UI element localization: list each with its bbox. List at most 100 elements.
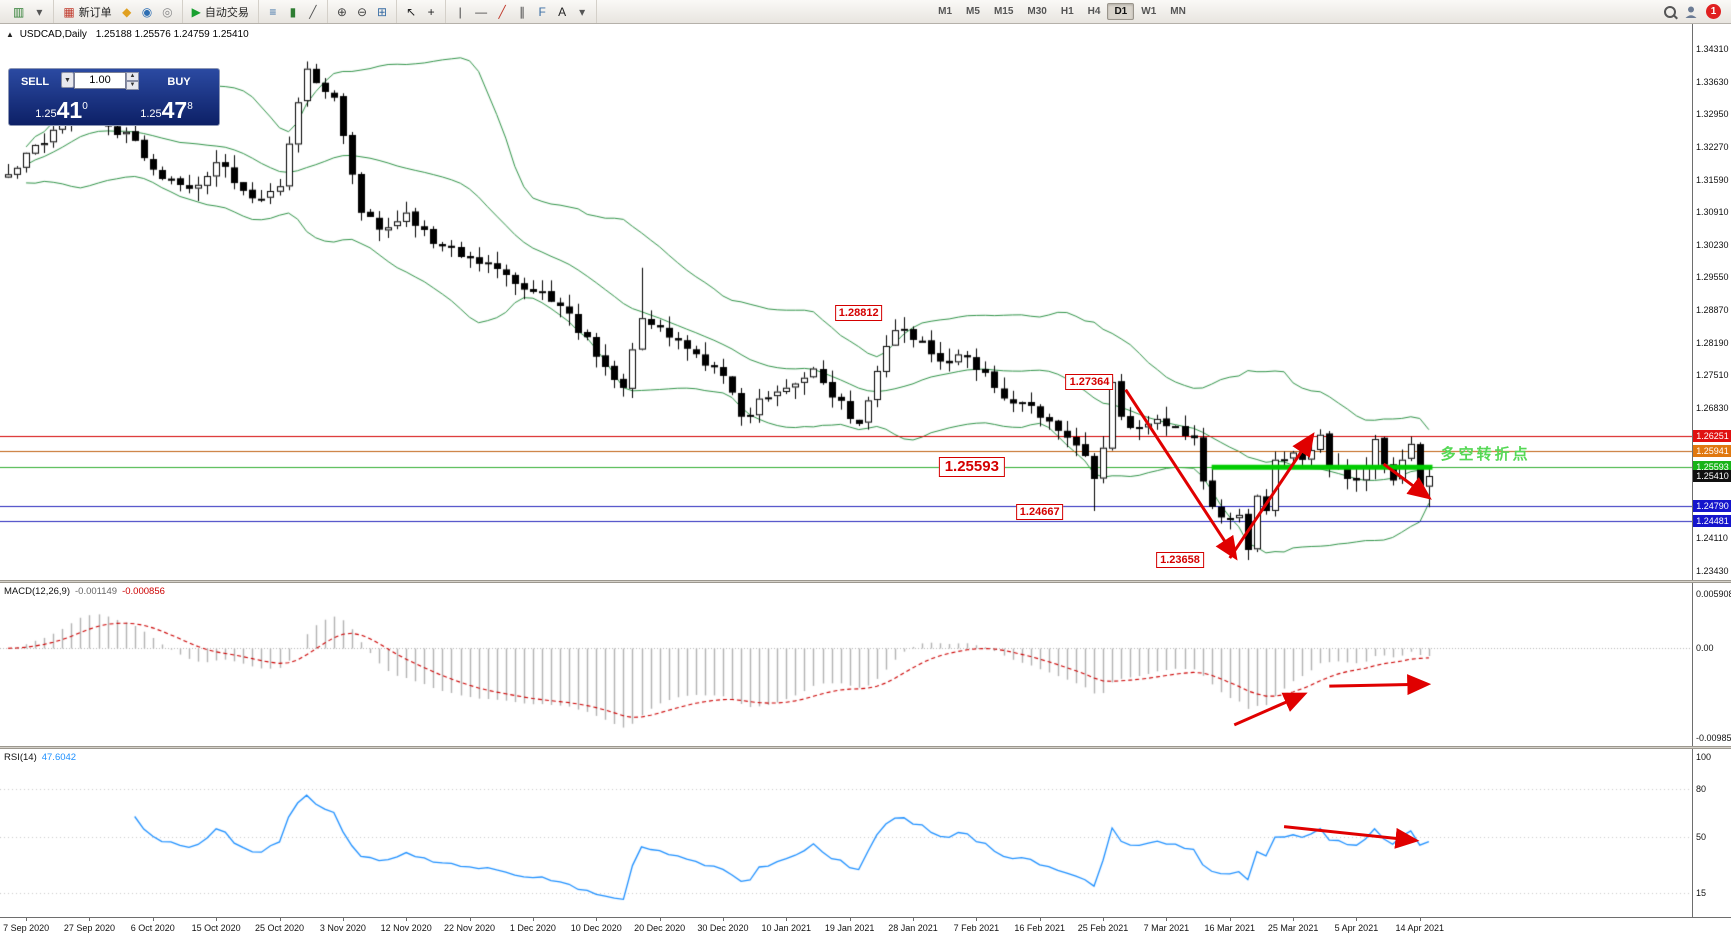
autotrade-button[interactable]: ▶ 自动交易 — [187, 2, 254, 22]
rsi-axis[interactable]: 100 80 50 15 — [1692, 749, 1731, 917]
zoom-out-icon[interactable]: ⊖ — [352, 2, 372, 22]
macd-signal-value: -0.000856 — [122, 586, 165, 597]
price-tick: 1.32950 — [1696, 109, 1729, 120]
rsi-tick: 100 — [1696, 752, 1712, 762]
line-chart-icon[interactable]: ╱ — [303, 2, 323, 22]
timeframe-mn[interactable]: MN — [1170, 6, 1186, 17]
new-order-button[interactable]: ▦ 新订单 — [58, 2, 116, 22]
crosshair-icon: + — [427, 4, 435, 19]
timeframe-h4[interactable]: H4 — [1087, 6, 1101, 17]
price-callout[interactable]: 1.27364 — [1065, 374, 1114, 391]
current-price-tag: 1.25410 — [1693, 470, 1731, 482]
trade-options-dropdown[interactable]: ▼ — [61, 72, 74, 88]
time-tick: 1 Dec 2020 — [509, 923, 556, 933]
zoom-group: ⊕ ⊖ ⊞ — [328, 0, 398, 23]
lot-spinner[interactable]: ▲ ▼ — [126, 71, 139, 90]
time-tick: 12 Nov 2020 — [380, 923, 432, 933]
timeframe-m5[interactable]: M5 — [966, 6, 980, 17]
bar-chart-icon[interactable]: ≡ — [263, 2, 283, 22]
price-tick: 1.34310 — [1696, 44, 1729, 54]
time-tick: 15 Oct 2020 — [191, 923, 241, 933]
shapes-dropdown-icon: ▾ — [579, 4, 586, 19]
notification-badge[interactable]: 1 — [1706, 4, 1721, 19]
macd-canvas[interactable] — [0, 583, 1692, 746]
timeframe-h1[interactable]: H1 — [1060, 6, 1074, 17]
zoom-in-icon[interactable]: ⊕ — [332, 2, 352, 22]
profiles-dropdown-icon[interactable]: ▾ — [29, 2, 49, 22]
price-tick: 1.23430 — [1696, 566, 1729, 576]
timeframe-d1[interactable]: D1 — [1107, 3, 1135, 20]
text-tool-icon[interactable]: A — [552, 2, 572, 22]
trendline-icon: ╱ — [498, 4, 506, 19]
refresh-icon[interactable]: ◎ — [157, 2, 177, 22]
bar-chart-icon: ≡ — [269, 4, 277, 19]
vertical-line-icon[interactable]: | — [450, 2, 470, 22]
buy-price-button[interactable]: 1.25 47 8 — [114, 91, 219, 125]
price-callout[interactable]: 1.28812 — [834, 304, 883, 321]
price-axis[interactable]: 1.34310 1.33630 1.32950 1.32270 1.31590 1.309… — [1692, 24, 1731, 580]
candlestick-chart-icon: ▮ — [289, 4, 297, 19]
bull-bear-turning-point-note[interactable]: 多空转折点 — [1440, 446, 1531, 464]
main-chart-canvas[interactable] — [0, 24, 1692, 580]
community-icon[interactable]: ◉ — [137, 2, 157, 22]
time-tick: 10 Dec 2020 — [570, 923, 622, 933]
price-callout[interactable]: 1.23658 — [1156, 552, 1204, 569]
time-tick-mark — [1229, 918, 1231, 921]
trendline-icon[interactable]: ╱ — [492, 2, 512, 22]
new-order-button-label: 新订单 — [78, 6, 112, 19]
timeframe-w1[interactable]: W1 — [1141, 6, 1157, 17]
time-axis[interactable]: 7 Sep 2020 27 Sep 2020 6 Oct 2020 15 Oct 20… — [0, 917, 1731, 940]
cursor-icon[interactable]: ↖ — [401, 2, 421, 22]
shapes-dropdown-icon[interactable]: ▾ — [572, 2, 592, 22]
time-tick-mark — [1103, 918, 1105, 921]
timeframe-m30[interactable]: M30 — [1027, 6, 1047, 17]
time-tick-mark — [342, 918, 344, 921]
horizontal-line-icon[interactable]: — — [470, 2, 492, 22]
mql5-market-icon[interactable]: ◆ — [117, 2, 137, 22]
new-chart-icon[interactable]: ▥ — [8, 2, 29, 22]
time-tick-mark — [786, 918, 788, 921]
price-tick: 1.31590 — [1696, 174, 1729, 185]
tile-windows-icon[interactable]: ⊞ — [372, 2, 392, 22]
line-chart-icon: ╱ — [309, 4, 317, 19]
price-tick: 1.26830 — [1696, 402, 1729, 413]
sell-price-big: 41 — [56, 97, 83, 123]
order-group: ▦ 新订单 ◆ ◉ ◎ — [54, 0, 183, 23]
sell-button[interactable]: SELL — [20, 75, 50, 88]
time-tick-mark — [152, 918, 154, 921]
horizontal-line-icon: — — [475, 4, 488, 19]
time-tick: 20 Dec 2020 — [634, 923, 686, 933]
top-toolbar: ▥ ▾ ▦ 新订单 ◆ ◉ ◎ ▶ 自动交易 ≡ ▮ ╱ ⊕ ⊖ ⊞ ↖ + | — ╱ ∥ F A ▾ M1 M5 M15 M30 H… — [0, 0, 1731, 24]
lot-size-input[interactable] — [74, 71, 126, 89]
pane-divider[interactable] — [0, 746, 1731, 749]
crosshair-icon[interactable]: + — [421, 2, 441, 22]
macd-axis-zero: 0.00 — [1696, 643, 1714, 654]
pane-divider[interactable] — [0, 580, 1731, 583]
account-icon[interactable] — [1684, 5, 1698, 19]
timeframe-m1[interactable]: M1 — [938, 6, 953, 17]
one-click-toggle-icon[interactable]: ▲ — [6, 30, 14, 39]
timeframe-group: M1 M5 M15 M30 H1 H4 D1 W1 MN — [927, 0, 1197, 23]
macd-axis[interactable]: 0.005908 0.00 -0.009851 — [1692, 583, 1731, 746]
time-tick-mark — [1039, 918, 1041, 921]
channel-icon: ∥ — [519, 4, 526, 19]
new-chart-icon: ▥ — [13, 4, 25, 19]
buy-button[interactable]: BUY — [167, 75, 191, 88]
autotrade-button-icon: ▶ — [191, 4, 201, 19]
candlestick-chart-icon[interactable]: ▮ — [283, 2, 303, 22]
fibonacci-icon: F — [538, 4, 546, 19]
timeframe-m15[interactable]: M15 — [993, 6, 1014, 17]
search-icon[interactable] — [1664, 5, 1676, 18]
time-tick: 3 Nov 2020 — [319, 923, 366, 933]
rsi-tick: 80 — [1696, 784, 1707, 794]
sell-price-button[interactable]: 1.25 41 0 — [9, 91, 114, 125]
channel-icon[interactable]: ∥ — [512, 2, 532, 22]
buy-price-small: 1.25 — [140, 108, 162, 120]
price-callout[interactable]: 1.25593 — [938, 457, 1005, 478]
time-tick: 14 Apr 2021 — [1395, 923, 1445, 933]
ohlc-values: 1.25188 1.25576 1.24759 1.25410 — [95, 29, 249, 40]
rsi-canvas[interactable] — [0, 749, 1692, 917]
fibonacci-icon[interactable]: F — [532, 2, 552, 22]
price-callout[interactable]: 1.24667 — [1015, 503, 1064, 520]
